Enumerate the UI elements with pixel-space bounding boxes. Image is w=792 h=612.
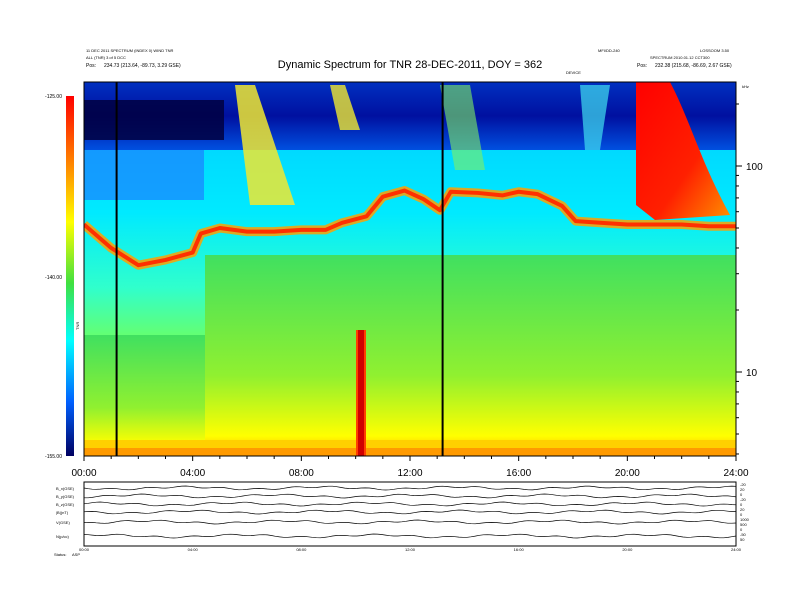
header-marker-label: DEVICE [566,70,581,75]
header-left-pos-label: Pos: [86,63,96,69]
frequency-axis-unit: kHz [742,84,749,89]
lower-panel-labels: B_x(GSE) B_y(GSE) B_z(GSE) |B|(nT) V(GSE) N(p… [56,486,75,539]
lower-scale-label: 0 [740,492,743,497]
colorbar-tick-mid: -140.00 [45,275,62,281]
time-tick-label: 08:00 [289,468,314,479]
upper-blue-patch [84,150,204,200]
time-axis: 00:00 04:00 08:00 12:00 16:00 20:00 24:00 [71,456,749,479]
lower-time-label: 00:00 [79,547,90,552]
plasma-line [84,188,736,268]
upper-dark-patch [84,100,224,140]
marker-group [115,82,444,456]
header-right-pos-label: Pos: [637,63,647,69]
lower-trace-2 [84,493,737,499]
lower-panel-frame [83,481,737,547]
lower-scale-label: 0 [740,502,743,507]
lower-panel-time-ticks: 00:00 04:00 08:00 12:00 16:00 20:00 24:00 [79,547,742,552]
chart-title: Dynamic Spectrum for TNR 28-DEC-2011, DO… [278,59,542,71]
lower-scale-label: -50 [740,532,747,537]
lower-footer-value: ASP [72,552,80,557]
lower-trace-5 [83,519,737,525]
lower-trace-3 [83,501,737,507]
burst-region [636,82,730,220]
lower-scale-label: 20 [740,487,745,492]
time-tick-label: 24:00 [723,468,748,479]
plume-4 [580,85,610,150]
lower-row-label: N(p/cc) [56,534,70,539]
frequency-tick-label: 100 [746,162,763,173]
time-tick-label: 04:00 [180,468,205,479]
colorbar-tick-top: -125.00 [45,94,62,100]
lower-row-label: |B|(nT) [56,510,69,515]
lower-time-label: 20:00 [622,547,633,552]
time-tick-label: 00:00 [71,468,96,479]
lower-time-label: 12:00 [405,547,416,552]
lower-row-label: B_y(GSE) [56,494,75,499]
header-left-pos-value: 234.73 (213.64, -89.73, 3.29 GSE) [104,63,181,69]
lower-scale-label: 1000 [740,517,750,522]
plume-1 [235,85,295,205]
header-right-line3: SPECTRUM 2010.01.12 CCT300 [650,55,710,60]
lower-scale-label: -20 [740,497,747,502]
lower-trace-1 [83,485,737,491]
frequency-axis: 10 100 [736,103,763,455]
spectrogram [84,82,736,456]
header-right-pos-value: 232.38 (215.68, -86.69, 2.67 GSE) [655,63,732,69]
lower-scale-label: 500 [740,522,747,527]
lower-scale-label: 50 [740,537,745,542]
plume-3 [440,85,485,170]
bottom-band-dark [84,448,736,456]
lower-time-label: 24:00 [731,547,742,552]
plume-2 [330,85,360,130]
lower-time-label: 08:00 [296,547,307,552]
lower-scale-label: 0 [740,512,743,517]
lower-scale-label: 20 [740,507,745,512]
lower-time-label: 04:00 [188,547,199,552]
colorbar-tick-bottom: -155.00 [45,454,62,460]
time-tick-label: 20:00 [615,468,640,479]
frequency-tick-label: 10 [746,368,758,379]
header-right-line2: LOSSOOM 3.50 [700,48,730,53]
lower-trace-4 [83,509,736,515]
lower-scale-label: 0 [740,527,743,532]
colorbar-label: TNR [75,322,80,330]
lower-row-label: B_x(GSE) [56,486,75,491]
lower-row-label: V(GSE) [56,520,70,525]
header-right-line1: MFI/DD-240 [598,48,621,53]
lower-panel-traces [83,485,737,539]
colorbar [66,96,74,456]
plasma-line-group [84,186,736,270]
header-left-line1: 11 DEC 2011 SPECTRUM (INDEX 0) WIND TNR [86,48,173,53]
lower-footer-label: Status: [54,552,66,557]
low-frequency-band-early [84,335,205,456]
lower-row-label: B_z(GSE) [56,502,75,507]
low-frequency-band [205,255,736,456]
header-left-line2: ALL (TNR) 3 of 5 DCC [86,55,126,60]
lower-time-label: 16:00 [514,547,525,552]
lower-scale-label: -20 [740,482,747,487]
lower-trace-6 [83,533,737,539]
lower-panel: B_x(GSE) B_y(GSE) B_z(GSE) |B|(nT) V(GSE) N(p… [54,481,750,557]
time-tick-label: 16:00 [506,468,531,479]
time-tick-label: 12:00 [397,468,422,479]
